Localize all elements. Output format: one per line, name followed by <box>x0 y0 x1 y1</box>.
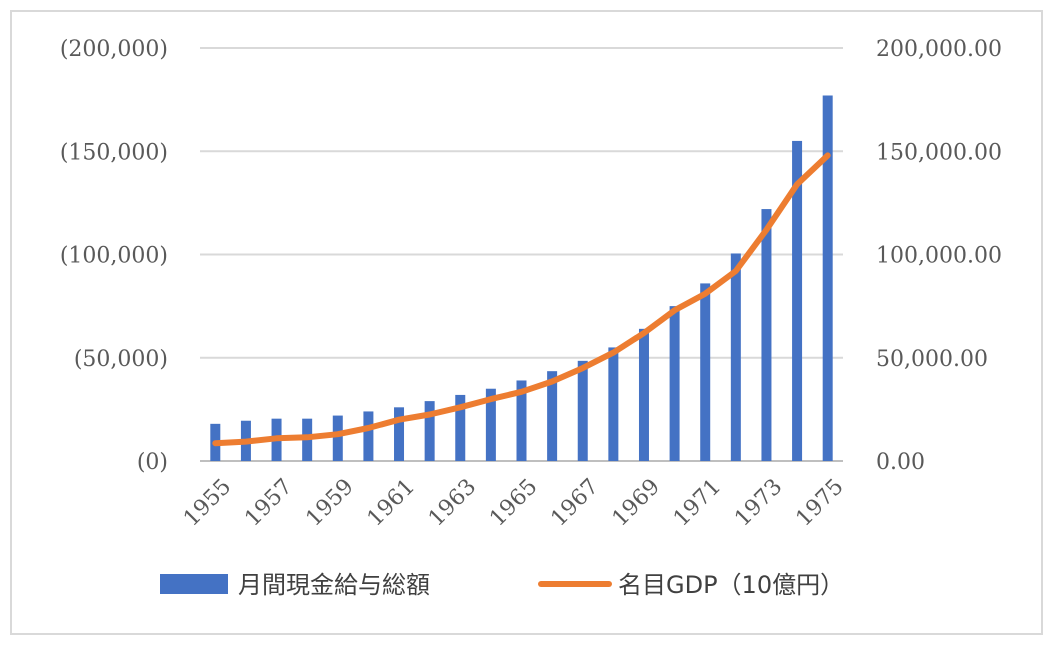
x-tick-label: 1955 <box>179 474 236 531</box>
x-tick-label: 1971 <box>669 474 726 531</box>
bar <box>547 371 558 461</box>
x-tick-label: 1967 <box>546 474 603 531</box>
bar <box>761 209 772 461</box>
y-right-tick-label: 200,000.00 <box>876 37 1002 62</box>
bar <box>730 253 741 461</box>
bar <box>608 347 619 461</box>
bar <box>363 411 374 461</box>
x-tick-label: 1965 <box>485 474 542 531</box>
y-right-tick-label: 150,000.00 <box>876 140 1002 165</box>
x-tick-label: 1963 <box>424 474 481 531</box>
bar <box>516 380 527 461</box>
y-right-tick-label: 0.00 <box>876 450 925 475</box>
x-tick-label: 1961 <box>363 474 420 531</box>
x-tick-label: 1975 <box>791 474 848 531</box>
bar <box>822 95 833 462</box>
bar <box>485 388 496 461</box>
bar <box>394 407 405 461</box>
legend: 月間現金給与総額 名目GDP（10億円） <box>160 571 844 599</box>
x-tick-label: 1957 <box>240 474 297 531</box>
x-tick-label: 1969 <box>608 474 665 531</box>
bar <box>577 360 588 461</box>
y-left-tick-label: (200,000) <box>60 37 168 62</box>
bar <box>332 415 343 461</box>
bar <box>424 401 435 461</box>
bar <box>638 328 649 461</box>
y-axis-right: 0.00 50,000.00 100,000.00 150,000.00 200,000… <box>876 37 1002 475</box>
x-tick-label: 1959 <box>302 474 359 531</box>
y-right-tick-label: 100,000.00 <box>876 244 1002 269</box>
legend-swatch-bar <box>160 574 228 594</box>
bar <box>455 394 466 461</box>
y-axis-left: (0) (50,000) (100,000) (150,000) (200,000) <box>60 37 168 475</box>
x-tick-label: 1973 <box>730 474 787 531</box>
bar <box>792 140 803 462</box>
chart-frame <box>10 10 1043 635</box>
y-left-tick-label: (50,000) <box>74 347 168 372</box>
y-right-tick-label: 50,000.00 <box>876 347 988 372</box>
y-left-tick-label: (0) <box>137 450 168 475</box>
y-left-tick-label: (100,000) <box>60 244 168 269</box>
bar <box>700 283 711 461</box>
bar <box>669 306 680 461</box>
line-series-nominal-gdp <box>212 152 831 447</box>
legend-label-bar: 月間現金給与総額 <box>238 571 430 599</box>
x-axis: 1955 1957 1959 1961 1963 1965 1967 1969 1971 1973… <box>179 474 849 531</box>
legend-label-line: 名目GDP（10億円） <box>618 571 844 599</box>
y-left-tick-label: (150,000) <box>60 140 168 165</box>
